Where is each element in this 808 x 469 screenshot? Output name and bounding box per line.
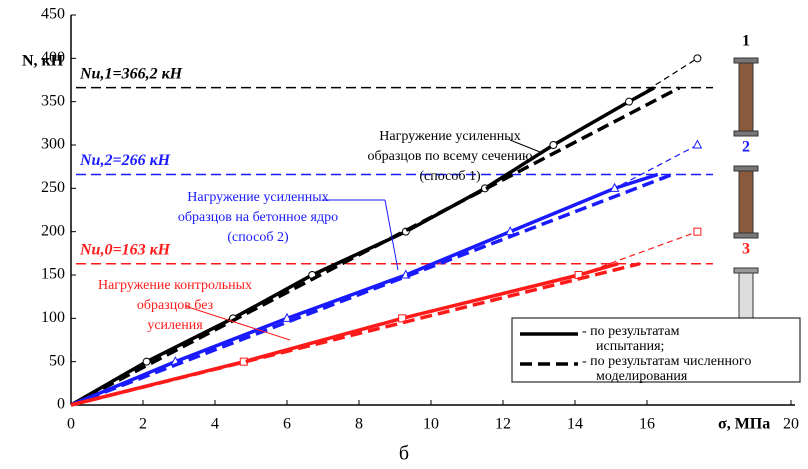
annotation: усиления [147, 318, 203, 333]
cap [734, 166, 758, 171]
limit-label: Nu,0=163 кН [79, 241, 171, 258]
cap [734, 268, 758, 273]
annotation: Нагружение усиленных [187, 190, 328, 205]
marker [694, 55, 701, 62]
annotation: (способ 1) [419, 169, 481, 184]
annotation: (способ 2) [227, 230, 289, 245]
specimen-label: 3 [742, 241, 750, 258]
x-tick-label: 6 [283, 416, 291, 433]
y-tick-label: 0 [57, 396, 65, 413]
y-tick-label: 250 [41, 179, 65, 196]
marker [626, 98, 633, 105]
annotation: Нагружение усиленных [379, 129, 520, 144]
x-tick-label: 8 [355, 416, 363, 433]
x-tick-label: 16 [639, 416, 655, 433]
annotation: образцов на бетонное ядро [178, 210, 338, 225]
y-tick-label: 100 [41, 309, 65, 326]
legend-label: моделирования [596, 369, 688, 384]
y-tick-label: 50 [49, 352, 65, 369]
x-tick-label: 10 [423, 416, 439, 433]
x-tick-label: 0 [67, 416, 75, 433]
legend-label: испытания; [596, 339, 664, 354]
column-2 [739, 170, 753, 234]
annotation: образцов по всему сечению [368, 149, 533, 164]
legend-label: - по результатам [582, 324, 680, 339]
y-tick-label: 150 [41, 266, 65, 283]
annotation: образцов без [137, 298, 214, 313]
x-tick-label: 14 [567, 416, 583, 433]
y-tick-label: 200 [41, 222, 65, 239]
x-tick-label: 2 [139, 416, 147, 433]
caption: б [399, 443, 409, 465]
annotation: Нагружение контрольных [98, 278, 252, 293]
y-tick-label: 400 [41, 49, 65, 66]
specimen-label: 2 [742, 139, 750, 156]
cap [734, 58, 758, 63]
legend-label: - по результатам численного [582, 354, 751, 369]
marker [143, 358, 150, 365]
column-1 [739, 62, 753, 132]
y-tick-label: 450 [41, 6, 65, 23]
y-tick-label: 300 [41, 136, 65, 153]
limit-label: Nu,1=366,2 кН [79, 65, 183, 82]
marker [550, 142, 557, 149]
cap [734, 131, 758, 136]
x-axis-label: σ, МПа [718, 416, 770, 433]
x-tick-label: 12 [495, 416, 511, 433]
cap [734, 233, 758, 238]
marker [694, 228, 701, 235]
limit-label: Nu,2=266 кН [79, 152, 171, 169]
specimen-label: 1 [742, 33, 750, 50]
x-tick-label: 20 [783, 416, 799, 433]
chart: N, кН σ, МПа б 1 2 3 0501001502002503003… [0, 0, 808, 469]
x-tick-label: 4 [211, 416, 219, 433]
y-tick-label: 350 [41, 92, 65, 109]
